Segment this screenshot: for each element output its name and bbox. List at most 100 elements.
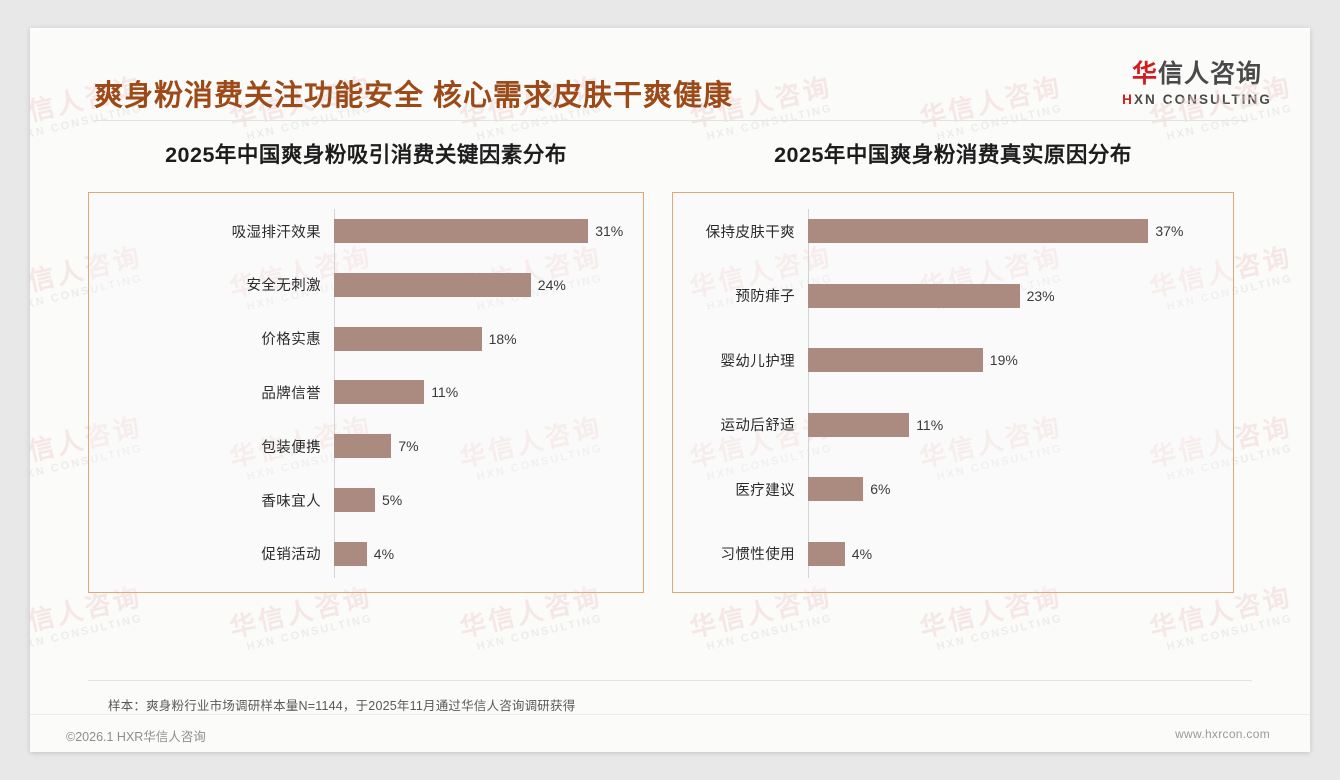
bar-category-label: 预防痱子 — [735, 289, 795, 306]
bar-row: 婴幼儿护理 19% — [673, 348, 1219, 373]
bar-track: 19% — [808, 348, 1219, 373]
copyright-text: ©2026.1 HXR华信人咨询 — [66, 730, 206, 744]
bar-track: 18% — [334, 326, 629, 351]
bar-value-label: 4% — [373, 545, 395, 562]
bar-value-label: 6% — [870, 481, 891, 498]
logo-english-text: HXN CONSULTING — [1122, 93, 1272, 107]
watermark-english: HXN CONSULTING — [30, 612, 144, 653]
logo-en-accent-char: H — [1122, 92, 1134, 107]
chart-panel-right: 保持皮肤干爽 37% 预防痱子 23% 婴幼儿护理 19% 运动后舒适 11% 医疗建议 6% 习惯… — [672, 192, 1234, 593]
bar-category-label: 习惯性使用 — [720, 547, 795, 564]
bar-category-label: 医疗建议 — [735, 482, 795, 499]
bar-row: 吸湿排汗效果 31% — [89, 219, 629, 243]
bar-category-label: 品牌信誉 — [261, 385, 321, 402]
bar-value-label: 18% — [488, 330, 517, 347]
bar-row: 品牌信誉 11% — [89, 380, 629, 405]
bar-row: 医疗建议 6% — [673, 477, 1219, 502]
page-title: 爽身粉消费关注功能安全 核心需求皮肤干爽健康 — [94, 80, 734, 112]
footnote-divider — [88, 680, 1252, 681]
bar-value-label: 11% — [916, 416, 944, 433]
bar-track: 6% — [808, 477, 1219, 502]
bar-fill — [334, 219, 589, 243]
bar-value-label: 19% — [989, 352, 1018, 369]
bar-value-label: 37% — [1155, 223, 1184, 239]
bar-track: 24% — [334, 272, 629, 297]
bar-value-label: 11% — [431, 384, 459, 401]
chart-title-left: 2025年中国爽身粉吸引消费关键因素分布 — [165, 143, 567, 167]
sample-note: 样本：爽身粉行业市场调研样本量N=1144，于2025年11月通过华信人咨询调研… — [108, 699, 576, 713]
bar-category-label: 促销活动 — [261, 547, 321, 564]
slide-header: 爽身粉消费关注功能安全 核心需求皮肤干爽健康 — [30, 28, 1310, 121]
chart-column-left: 2025年中国爽身粉吸引消费关键因素分布 吸湿排汗效果 31% 安全无刺激 24% 价格… — [88, 138, 644, 593]
bar-fill — [808, 412, 910, 437]
chart-axis-line — [808, 209, 809, 578]
bar-fill — [334, 488, 375, 513]
chart-column-right: 2025年中国爽身粉消费真实原因分布 保持皮肤干爽 37% 预防痱子 23% 婴幼儿护理… — [672, 138, 1234, 593]
bar-fill — [334, 380, 425, 405]
watermark-english: HXN CONSULTING — [245, 612, 374, 653]
bar-category-label: 保持皮肤干爽 — [705, 224, 795, 241]
bar-track: 11% — [334, 380, 629, 405]
bar-track: 5% — [334, 488, 629, 513]
bar-track: 37% — [808, 219, 1219, 243]
bar-row: 保持皮肤干爽 37% — [673, 219, 1219, 243]
charts-container: 2025年中国爽身粉吸引消费关键因素分布 吸湿排汗效果 31% 安全无刺激 24% 价格… — [30, 138, 1310, 593]
bar-value-label: 5% — [382, 492, 403, 509]
company-logo: 华信人咨询 HXN CONSULTING — [1122, 62, 1272, 107]
bar-fill — [334, 541, 367, 566]
bar-track: 7% — [334, 434, 629, 459]
bar-fill — [334, 434, 392, 459]
logo-chinese-text: 华信人咨询 — [1122, 62, 1272, 87]
bar-row: 包装便携 7% — [89, 434, 629, 459]
bar-category-label: 安全无刺激 — [246, 278, 321, 295]
watermark-english: HXN CONSULTING — [1165, 612, 1294, 653]
logo-en-rest: XN CONSULTING — [1133, 92, 1272, 107]
watermark-english: HXN CONSULTING — [475, 612, 604, 653]
logo-rest-chars: 信人咨询 — [1158, 60, 1263, 88]
bar-value-label: 4% — [851, 545, 873, 562]
slide-footer: ©2026.1 HXR华信人咨询 www.hxrcon.com — [30, 714, 1310, 752]
bar-category-label: 价格实惠 — [261, 332, 321, 349]
bar-category-label: 香味宜人 — [261, 493, 321, 510]
bar-value-label: 7% — [398, 438, 419, 455]
header-divider — [94, 120, 1247, 121]
chart-title-right: 2025年中国爽身粉消费真实原因分布 — [774, 143, 1132, 167]
bar-track: 4% — [808, 541, 1219, 566]
bar-category-label: 运动后舒适 — [720, 418, 795, 435]
logo-accent-char: 华 — [1132, 60, 1159, 88]
bar-list-left: 吸湿排汗效果 31% 安全无刺激 24% 价格实惠 18% 品牌信誉 11% 包装便携 7% 香味宜… — [89, 209, 629, 578]
bar-track: 4% — [334, 541, 629, 566]
bar-category-label: 吸湿排汗效果 — [231, 224, 321, 241]
bar-row: 运动后舒适 11% — [673, 412, 1219, 437]
bar-fill — [808, 541, 845, 566]
bar-fill — [334, 326, 482, 351]
bar-track: 23% — [808, 283, 1219, 308]
website-link[interactable]: www.hxrcon.com — [1175, 727, 1270, 741]
bar-fill — [808, 477, 864, 502]
bar-category-label: 包装便携 — [261, 439, 321, 456]
bar-track: 31% — [334, 219, 629, 243]
bar-row: 习惯性使用 4% — [673, 541, 1219, 566]
bar-value-label: 24% — [537, 276, 566, 293]
bar-row: 价格实惠 18% — [89, 326, 629, 351]
bar-fill — [808, 219, 1149, 243]
bar-track: 11% — [808, 412, 1219, 437]
bar-row: 香味宜人 5% — [89, 488, 629, 513]
bar-value-label: 23% — [1026, 287, 1055, 304]
bar-list-right: 保持皮肤干爽 37% 预防痱子 23% 婴幼儿护理 19% 运动后舒适 11% 医疗建议 6% 习惯… — [673, 209, 1219, 578]
chart-panel-left: 吸湿排汗效果 31% 安全无刺激 24% 价格实惠 18% 品牌信誉 11% 包装便携 7% 香味宜… — [88, 192, 644, 593]
bar-fill — [808, 283, 1020, 308]
bar-row: 促销活动 4% — [89, 541, 629, 566]
watermark-english: HXN CONSULTING — [935, 612, 1064, 653]
bar-row: 安全无刺激 24% — [89, 272, 629, 297]
bar-fill — [808, 348, 983, 373]
bar-value-label: 31% — [595, 223, 624, 239]
bar-row: 预防痱子 23% — [673, 283, 1219, 308]
slide-page: 华信人咨询 HXN CONSULTING 华信人咨询 HXN CONSULTING 华信… — [30, 28, 1310, 752]
